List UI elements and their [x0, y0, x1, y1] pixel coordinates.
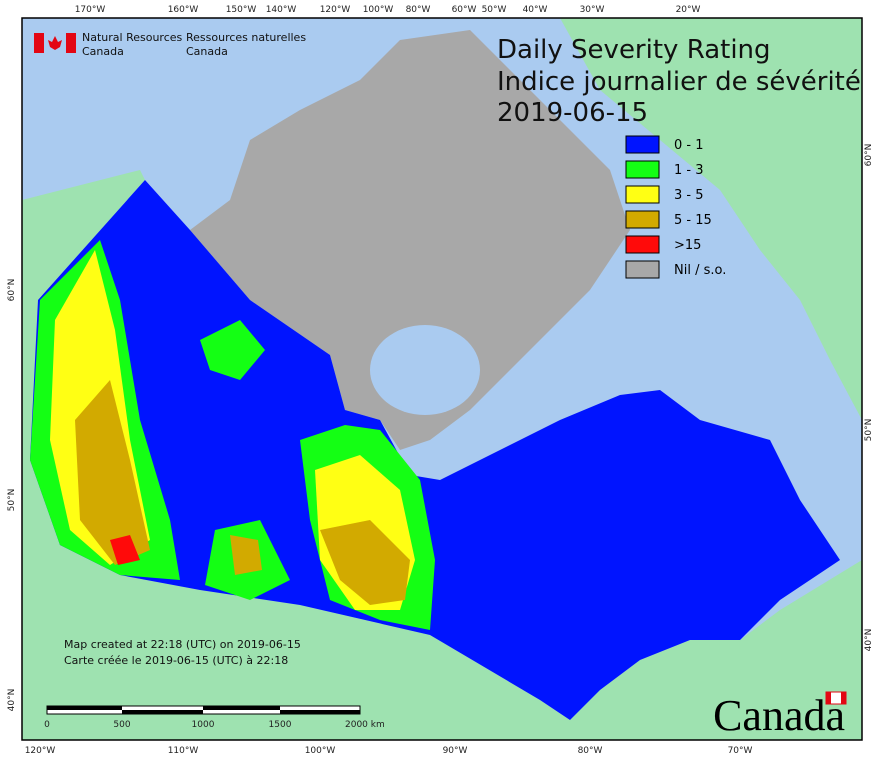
department-en: Natural Resources: [82, 31, 183, 44]
scale-label: 1000: [192, 720, 215, 730]
wordmark-flag-bar: [826, 692, 831, 704]
longitude-label: 60°W: [452, 5, 477, 15]
longitude-label: 100°W: [305, 746, 336, 756]
map-frame: [21, 17, 863, 741]
longitude-label: 170°W: [75, 5, 106, 15]
department-en: Canada: [82, 45, 124, 58]
legend-swatch: [625, 135, 660, 154]
longitude-label: 70°W: [728, 746, 753, 756]
legend-swatch: [625, 210, 660, 229]
longitude-label: 140°W: [266, 5, 297, 15]
prairie-orange: [320, 520, 410, 605]
flag-leaf: [48, 36, 62, 50]
latitude-label: 40°N: [7, 689, 17, 712]
hudson-bay: [370, 325, 480, 415]
scale-segment: [203, 706, 280, 710]
nwt-green: [200, 320, 265, 380]
legend-swatch: [625, 260, 660, 279]
scale-label: 500: [113, 720, 130, 730]
legend: 0 - 1 1 - 3 3 - 5 5 - 15 >15 Nil / s.o.: [625, 135, 726, 279]
scale-labels: 0 500 1000 1500 2000 km: [44, 720, 385, 730]
map-subtitle: Indice journalier de sévérité: [497, 67, 861, 97]
map-date: 2019-06-15: [497, 98, 648, 128]
latitude-label: 60°N: [864, 144, 874, 167]
longitude-label: 20°W: [676, 5, 701, 15]
longitude-label: 30°W: [580, 5, 605, 15]
legend-label: 5 - 15: [674, 213, 712, 228]
longitude-label: 150°W: [226, 5, 257, 15]
longitude-label: 100°W: [363, 5, 394, 15]
scale-label: 1500: [269, 720, 292, 730]
longitude-label: 40°W: [523, 5, 548, 15]
latitude-label: 60°N: [7, 279, 17, 302]
land: [22, 18, 862, 740]
longitude-label: 160°W: [168, 5, 199, 15]
longitude-label: 110°W: [168, 746, 199, 756]
legend-swatch: [625, 185, 660, 204]
created-en: Map created at 22:18 (UTC) on 2019-06-15: [64, 638, 301, 651]
longitude-label: 120°W: [25, 746, 56, 756]
alberta-orange: [230, 535, 262, 575]
latitude-label: 50°N: [864, 419, 874, 442]
usa: [22, 170, 862, 740]
flag-bar: [34, 33, 44, 53]
legend-swatch: [625, 235, 660, 254]
scale-segment: [47, 706, 122, 710]
header: Natural Resources Canada Ressources natu…: [34, 31, 861, 128]
map-title: Daily Severity Rating: [497, 35, 771, 65]
wordmark-flag-bar: [841, 692, 846, 704]
scale-label: 2000 km: [345, 720, 385, 730]
greenland: [560, 18, 862, 420]
scale-label: 0: [44, 720, 50, 730]
latitude-label: 40°N: [864, 629, 874, 652]
legend-swatch: [625, 160, 660, 179]
west-red: [110, 535, 140, 565]
legend-label: 1 - 3: [674, 163, 704, 178]
longitude-label: 80°W: [578, 746, 603, 756]
longitude-label: 90°W: [443, 746, 468, 756]
legend-label: 0 - 1: [674, 138, 704, 153]
footer: Map created at 22:18 (UTC) on 2019-06-15…: [44, 638, 847, 740]
graticule: 170°W 160°W 150°W 140°W 120°W 100°W 80°W 60°W 50…: [7, 5, 874, 756]
flag-bar: [66, 33, 76, 53]
scale-segment: [280, 710, 360, 714]
wordmark: Canada: [713, 691, 845, 740]
department-fr: Ressources naturelles: [186, 31, 306, 44]
department-fr: Canada: [186, 45, 228, 58]
longitude-label: 120°W: [320, 5, 351, 15]
latitude-label: 50°N: [7, 489, 17, 512]
west-orange: [75, 380, 150, 565]
legend-label: >15: [674, 238, 701, 253]
legend-label: 3 - 5: [674, 188, 704, 203]
created-fr: Carte créée le 2019-06-15 (UTC) à 22:18: [64, 654, 288, 667]
longitude-label: 80°W: [406, 5, 431, 15]
legend-label: Nil / s.o.: [674, 263, 726, 278]
arctic: [190, 30, 630, 450]
longitude-label: 50°W: [482, 5, 507, 15]
scale-segment: [122, 710, 203, 714]
